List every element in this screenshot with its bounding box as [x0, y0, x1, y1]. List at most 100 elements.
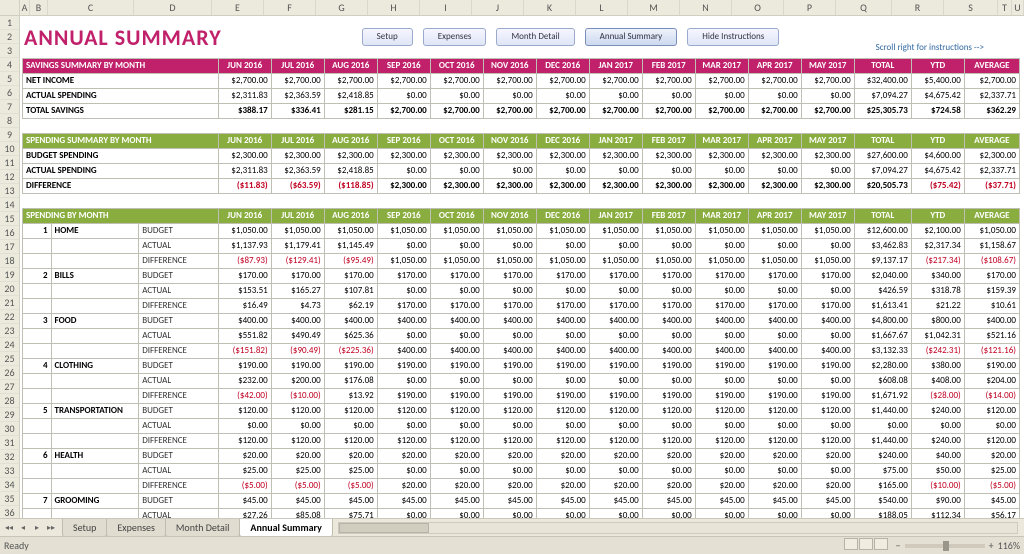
row-label[interactable]: TOTAL SAVINGS: [23, 104, 219, 119]
cell[interactable]: $0.00: [801, 374, 854, 389]
cell[interactable]: $1,440.00: [854, 404, 911, 419]
cell[interactable]: $1,050.00: [748, 254, 801, 269]
cell[interactable]: $170.00: [536, 269, 589, 284]
cell[interactable]: $159.39: [964, 284, 1019, 299]
cell[interactable]: $2,700.00: [642, 104, 695, 119]
cell[interactable]: $2,300.00: [964, 149, 1019, 164]
cell[interactable]: $153.51: [218, 284, 271, 299]
cell[interactable]: $0.00: [536, 284, 589, 299]
cell[interactable]: $170.00: [642, 299, 695, 314]
cell[interactable]: $336.41: [271, 104, 324, 119]
cell[interactable]: $0.00: [536, 329, 589, 344]
cell[interactable]: $120.00: [377, 434, 430, 449]
cell[interactable]: $2,040.00: [854, 269, 911, 284]
cell[interactable]: $0.00: [430, 89, 483, 104]
cell[interactable]: $0.00: [801, 239, 854, 254]
cell[interactable]: $0.00: [748, 284, 801, 299]
cell[interactable]: $120.00: [324, 434, 377, 449]
cell[interactable]: $170.00: [483, 269, 536, 284]
cell[interactable]: $400.00: [642, 314, 695, 329]
cell[interactable]: $1,050.00: [536, 224, 589, 239]
cell[interactable]: $20.00: [430, 449, 483, 464]
subrow-label[interactable]: DIFFERENCE: [139, 434, 219, 449]
cell[interactable]: $0.00: [536, 464, 589, 479]
cell[interactable]: $170.00: [589, 269, 642, 284]
cell[interactable]: $0.00: [801, 464, 854, 479]
cell[interactable]: $0.00: [801, 284, 854, 299]
cell[interactable]: $2,300.00: [748, 149, 801, 164]
cell[interactable]: ($5.00): [271, 479, 324, 494]
cell[interactable]: $120.00: [536, 404, 589, 419]
cell[interactable]: $204.00: [964, 374, 1019, 389]
cell[interactable]: $20.00: [748, 449, 801, 464]
cell[interactable]: $120.00: [324, 404, 377, 419]
cell[interactable]: $0.00: [642, 374, 695, 389]
cell[interactable]: $25,305.73: [854, 104, 911, 119]
cell[interactable]: $232.00: [218, 374, 271, 389]
cell[interactable]: ($121.16): [964, 344, 1019, 359]
cell[interactable]: $0.00: [271, 419, 324, 434]
cell[interactable]: $0.00: [430, 419, 483, 434]
cell[interactable]: $0.00: [377, 284, 430, 299]
cell[interactable]: $120.00: [377, 404, 430, 419]
col-header-M[interactable]: M: [628, 0, 680, 15]
category-name[interactable]: HEALTH: [51, 449, 139, 464]
col-header-C[interactable]: C: [48, 0, 134, 15]
subrow-label[interactable]: ACTUAL: [139, 284, 219, 299]
cell[interactable]: ($225.36): [324, 344, 377, 359]
cell[interactable]: $0.00: [536, 239, 589, 254]
cell[interactable]: $45.00: [964, 494, 1019, 509]
cell[interactable]: $2,700.00: [801, 104, 854, 119]
cell[interactable]: $190.00: [430, 389, 483, 404]
cell[interactable]: $45.00: [695, 494, 748, 509]
cell[interactable]: $1,042.31: [911, 329, 964, 344]
cell[interactable]: $32,400.00: [854, 74, 911, 89]
cell[interactable]: $340.00: [911, 269, 964, 284]
cell[interactable]: $170.00: [801, 269, 854, 284]
cell[interactable]: $0.00: [377, 419, 430, 434]
cell[interactable]: $240.00: [911, 404, 964, 419]
cell[interactable]: $2,300.00: [801, 149, 854, 164]
category-number[interactable]: 5: [23, 404, 52, 419]
cell[interactable]: $20.00: [801, 479, 854, 494]
cell[interactable]: $2,300.00: [536, 179, 589, 194]
cell[interactable]: $90.00: [911, 494, 964, 509]
cell[interactable]: $170.00: [324, 269, 377, 284]
cell[interactable]: $20.00: [377, 449, 430, 464]
cell[interactable]: $3,462.83: [854, 239, 911, 254]
cell[interactable]: $0.00: [695, 329, 748, 344]
cell[interactable]: $1,613.41: [854, 299, 911, 314]
cell[interactable]: $2,300.00: [377, 149, 430, 164]
cell[interactable]: $400.00: [589, 344, 642, 359]
cell[interactable]: $3,132.33: [854, 344, 911, 359]
cell[interactable]: $0.00: [748, 419, 801, 434]
cell[interactable]: $1,050.00: [642, 254, 695, 269]
category-number[interactable]: 7: [23, 494, 52, 509]
cell[interactable]: $0.00: [695, 374, 748, 389]
cell[interactable]: $190.00: [377, 359, 430, 374]
sheet-tab-month-detail[interactable]: Month Detail: [165, 519, 241, 537]
cell[interactable]: $2,337.71: [964, 164, 1019, 179]
cell[interactable]: $2,300.00: [748, 179, 801, 194]
cell[interactable]: $0.00: [483, 419, 536, 434]
cell[interactable]: $20.00: [324, 449, 377, 464]
cell[interactable]: $120.00: [589, 434, 642, 449]
subrow-label[interactable]: ACTUAL: [139, 464, 219, 479]
cell[interactable]: $2,700.00: [218, 74, 271, 89]
cell[interactable]: $362.29: [964, 104, 1019, 119]
col-header-J[interactable]: J: [472, 0, 524, 15]
cell[interactable]: ($28.00): [911, 389, 964, 404]
cell[interactable]: $0.00: [695, 89, 748, 104]
cell[interactable]: $426.59: [854, 284, 911, 299]
category-name[interactable]: GROOMING: [51, 494, 139, 509]
cell[interactable]: $120.00: [748, 404, 801, 419]
cell[interactable]: $20.00: [589, 449, 642, 464]
cell[interactable]: $400.00: [748, 314, 801, 329]
cell[interactable]: $25.00: [271, 464, 324, 479]
cell[interactable]: $2,418.85: [324, 164, 377, 179]
cell[interactable]: $0.00: [589, 464, 642, 479]
cell[interactable]: $400.00: [483, 314, 536, 329]
cell[interactable]: $0.00: [642, 239, 695, 254]
cell[interactable]: $2,337.71: [964, 89, 1019, 104]
cell[interactable]: $400.00: [801, 314, 854, 329]
